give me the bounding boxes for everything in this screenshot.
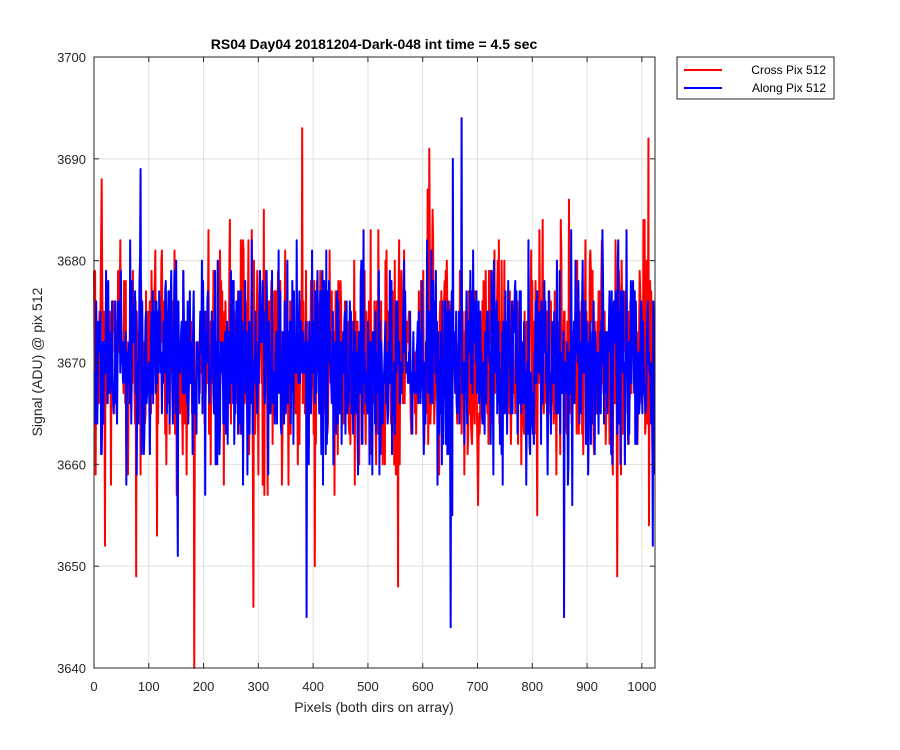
y-tick-label: 3670 xyxy=(57,356,86,371)
x-tick-label: 0 xyxy=(90,679,97,694)
x-tick-label: 400 xyxy=(302,679,324,694)
series-line-along-pix-512 xyxy=(93,117,656,629)
legend-box xyxy=(676,56,835,100)
x-tick-label: 600 xyxy=(412,679,434,694)
ticks: 0 100 200 300 400 500 600 700 800 900 1000 3640 3650… xyxy=(57,50,656,694)
y-axis-label: Signal (ADU) @ pix 512 xyxy=(29,287,45,436)
y-tick-label: 3700 xyxy=(57,50,86,65)
x-tick-label: 900 xyxy=(576,679,598,694)
x-tick-label: 500 xyxy=(357,679,379,694)
series-layer xyxy=(93,117,656,669)
legend-label-cross: Cross Pix 512 xyxy=(751,63,826,77)
x-axis-label: Pixels (both dirs on array) xyxy=(294,699,454,715)
x-tick-label: 100 xyxy=(138,679,160,694)
x-tick-label: 200 xyxy=(193,679,215,694)
x-tick-label: 700 xyxy=(467,679,489,694)
y-tick-label: 3660 xyxy=(57,457,86,472)
y-tick-label: 3690 xyxy=(57,152,86,167)
x-tick-label: 800 xyxy=(521,679,543,694)
y-tick-label: 3650 xyxy=(57,559,86,574)
legend-label-along: Along Pix 512 xyxy=(752,81,826,95)
x-tick-label: 1000 xyxy=(627,679,656,694)
y-tick-label: 3680 xyxy=(57,254,86,269)
legend[interactable]: Cross Pix 512 Along Pix 512 xyxy=(676,56,835,100)
y-tick-label: 3640 xyxy=(57,661,86,676)
chart-title: RS04 Day04 20181204-Dark-048 int time = … xyxy=(211,36,538,52)
x-tick-label: 300 xyxy=(248,679,270,694)
